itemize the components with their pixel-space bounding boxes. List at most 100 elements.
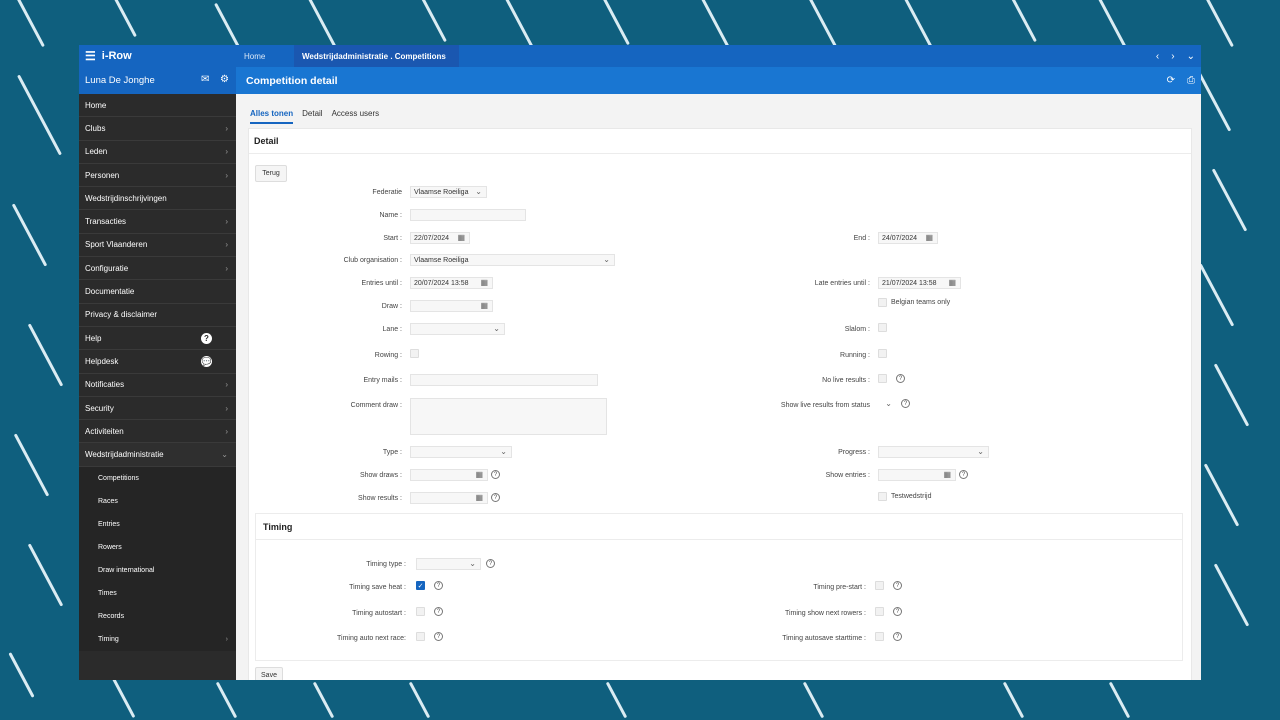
chevron-down-icon[interactable]: ⌄ — [1186, 50, 1195, 62]
sidebar-subitem-records[interactable]: Records — [79, 604, 236, 628]
sidebar-subitem-entries[interactable]: Entries — [79, 512, 236, 536]
testwedstrijd-checkbox[interactable] — [878, 492, 887, 501]
help-icon[interactable]: ? — [901, 399, 910, 408]
sidebar-item-personen[interactable]: Personen › — [79, 164, 236, 188]
end-date-input[interactable]: 24/07/2024 ▦ — [878, 232, 938, 244]
rowing-checkbox[interactable] — [410, 349, 419, 358]
chevron-right-icon: › — [225, 217, 228, 227]
help-icon[interactable]: ? — [491, 493, 500, 502]
timing-pre-start-checkbox[interactable] — [875, 581, 884, 590]
sidebar-subitem-rowers[interactable]: Rowers — [79, 535, 236, 559]
help-icon[interactable]: ? — [893, 581, 902, 590]
belgian-teams-checkbox[interactable] — [878, 298, 887, 307]
sidebar-item-documentatie[interactable]: Documentatie — [79, 280, 236, 304]
lane-select[interactable]: ⌄ — [410, 323, 505, 335]
show-live-results-select[interactable]: ⌄ — [878, 399, 896, 411]
help-icon[interactable]: ? — [896, 374, 905, 383]
running-checkbox[interactable] — [878, 349, 887, 358]
help-icon[interactable]: ? — [434, 632, 443, 641]
entry-mails-input[interactable] — [410, 374, 598, 386]
sidebar-item-security[interactable]: Security › — [79, 397, 236, 421]
no-live-results-checkbox[interactable] — [878, 374, 887, 383]
show-draws-input[interactable]: ▦ — [410, 469, 488, 481]
comment-draw-textarea[interactable] — [410, 398, 607, 435]
club-select[interactable]: Vlaamse Roeiliga ⌄ — [410, 254, 615, 266]
sidebar-subitem-timing[interactable]: Timing › — [79, 627, 236, 651]
timing-save-heat-checkbox[interactable]: ✓ — [416, 581, 425, 590]
print-icon[interactable]: ⎙ — [1187, 75, 1195, 86]
timing-autosave-checkbox[interactable] — [875, 632, 884, 641]
sidebar-item-wedstrijdadministratie[interactable]: Wedstrijdadministratie ⌄ — [79, 443, 236, 467]
save-button[interactable]: Save — [255, 667, 283, 680]
show-draws-label: Show draws : — [359, 472, 402, 479]
chevron-left-icon[interactable]: ‹ — [1155, 50, 1160, 62]
progress-label: Progress : — [838, 449, 870, 456]
show-results-input[interactable]: ▦ — [410, 492, 488, 504]
mail-icon[interactable]: ✉ — [201, 74, 210, 85]
help-icon[interactable]: ? — [491, 470, 500, 479]
sidebar-item-activiteiten[interactable]: Activiteiten › — [79, 420, 236, 444]
sidebar-item-sport-vlaanderen[interactable]: Sport Vlaanderen › — [79, 234, 236, 258]
timing-autostart-checkbox[interactable] — [416, 607, 425, 616]
progress-select[interactable]: ⌄ — [878, 446, 989, 458]
detail-card: Detail Terug Federatie Vlaamse Roeiliga ⌄… — [248, 128, 1192, 680]
sidebar-item-help[interactable]: Help? — [79, 327, 236, 351]
timing-type-select[interactable]: ⌄ — [416, 558, 481, 570]
late-entries-input[interactable]: 21/07/2024 13:58 ▦ — [878, 277, 961, 289]
sidebar-item-notificaties[interactable]: Notificaties › — [79, 374, 236, 397]
federatie-select[interactable]: Vlaamse Roeiliga ⌄ — [410, 186, 487, 198]
tab-detail[interactable]: Detail — [302, 109, 323, 118]
start-date-input[interactable]: 22/07/2024 ▦ — [410, 232, 470, 244]
chevron-down-icon: ⌄ — [475, 187, 482, 196]
chevron-right-icon[interactable]: › — [1171, 50, 1175, 62]
sidebar-item-home[interactable]: Home — [79, 94, 236, 118]
type-select[interactable]: ⌄ — [410, 446, 512, 458]
sidebar-item-privacy[interactable]: Privacy & disclaimer — [79, 304, 236, 327]
sidebar-item-wedstrijdinschrijvingen[interactable]: Wedstrijdinschrijvingen — [79, 187, 236, 211]
draw-date-input[interactable]: ▦ — [410, 300, 493, 312]
comment-draw-label: Comment draw : — [350, 402, 402, 409]
chevron-right-icon: › — [225, 426, 228, 436]
timing-show-next-checkbox[interactable] — [875, 607, 884, 616]
hamburger-menu-icon[interactable]: ☰ — [85, 49, 96, 63]
tab-alles-tonen[interactable]: Alles tonen — [250, 109, 294, 124]
sidebar-item-transacties[interactable]: Transacties › — [79, 210, 236, 234]
help-icon[interactable]: ? — [959, 470, 968, 479]
help-icon[interactable]: ? — [893, 632, 902, 641]
content-tabs: Alles tonen Detail Access users — [250, 109, 388, 124]
back-button[interactable]: Terug — [255, 165, 287, 182]
detail-title: Detail — [249, 129, 1191, 154]
sidebar-subitem-races[interactable]: Races — [79, 489, 236, 513]
slalom-checkbox[interactable] — [878, 323, 887, 332]
chevron-right-icon: › — [225, 147, 228, 157]
refresh-icon[interactable]: ⟳ — [1166, 75, 1175, 86]
calendar-icon: ▦ — [480, 301, 488, 310]
help-icon[interactable]: ? — [893, 607, 902, 616]
entries-until-input[interactable]: 20/07/2024 13:58 ▦ — [410, 277, 493, 289]
tab-access-users[interactable]: Access users — [331, 109, 380, 118]
tab-home[interactable]: Home — [244, 51, 266, 61]
sidebar-subitem-times[interactable]: Times — [79, 581, 236, 605]
chevron-right-icon: › — [225, 123, 228, 133]
calendar-icon: ▦ — [475, 493, 483, 502]
help-icon[interactable]: ? — [434, 607, 443, 616]
calendar-icon: ▦ — [948, 278, 956, 287]
sidebar-item-configuratie[interactable]: Configuratie › — [79, 257, 236, 281]
sidebar-item-leden[interactable]: Leden › — [79, 141, 236, 164]
name-input[interactable] — [410, 209, 526, 221]
tab-navigation: ‹ › ⌄ — [1156, 45, 1195, 67]
sidebar-subitem-competitions[interactable]: Competitions — [79, 466, 236, 490]
help-icon[interactable]: ? — [434, 581, 443, 590]
belgian-teams-label: Belgian teams only — [891, 299, 951, 306]
chevron-down-icon: ⌄ — [221, 450, 228, 460]
timing-pre-start-label: Timing pre-start : — [813, 584, 866, 591]
sidebar-subitem-draw-international[interactable]: Draw international — [79, 558, 236, 582]
chevron-right-icon: › — [225, 263, 228, 273]
tab-competitions[interactable]: Wedstrijdadministratie . Competitions — [294, 45, 459, 67]
sidebar-item-clubs[interactable]: Clubs › — [79, 117, 236, 141]
sidebar-item-helpdesk[interactable]: Helpdesk 💬 — [79, 350, 236, 374]
timing-auto-next-checkbox[interactable] — [416, 632, 425, 641]
show-entries-input[interactable]: ▦ — [878, 469, 956, 481]
gear-icon[interactable]: ⚙ — [220, 74, 229, 85]
help-icon[interactable]: ? — [486, 559, 495, 568]
